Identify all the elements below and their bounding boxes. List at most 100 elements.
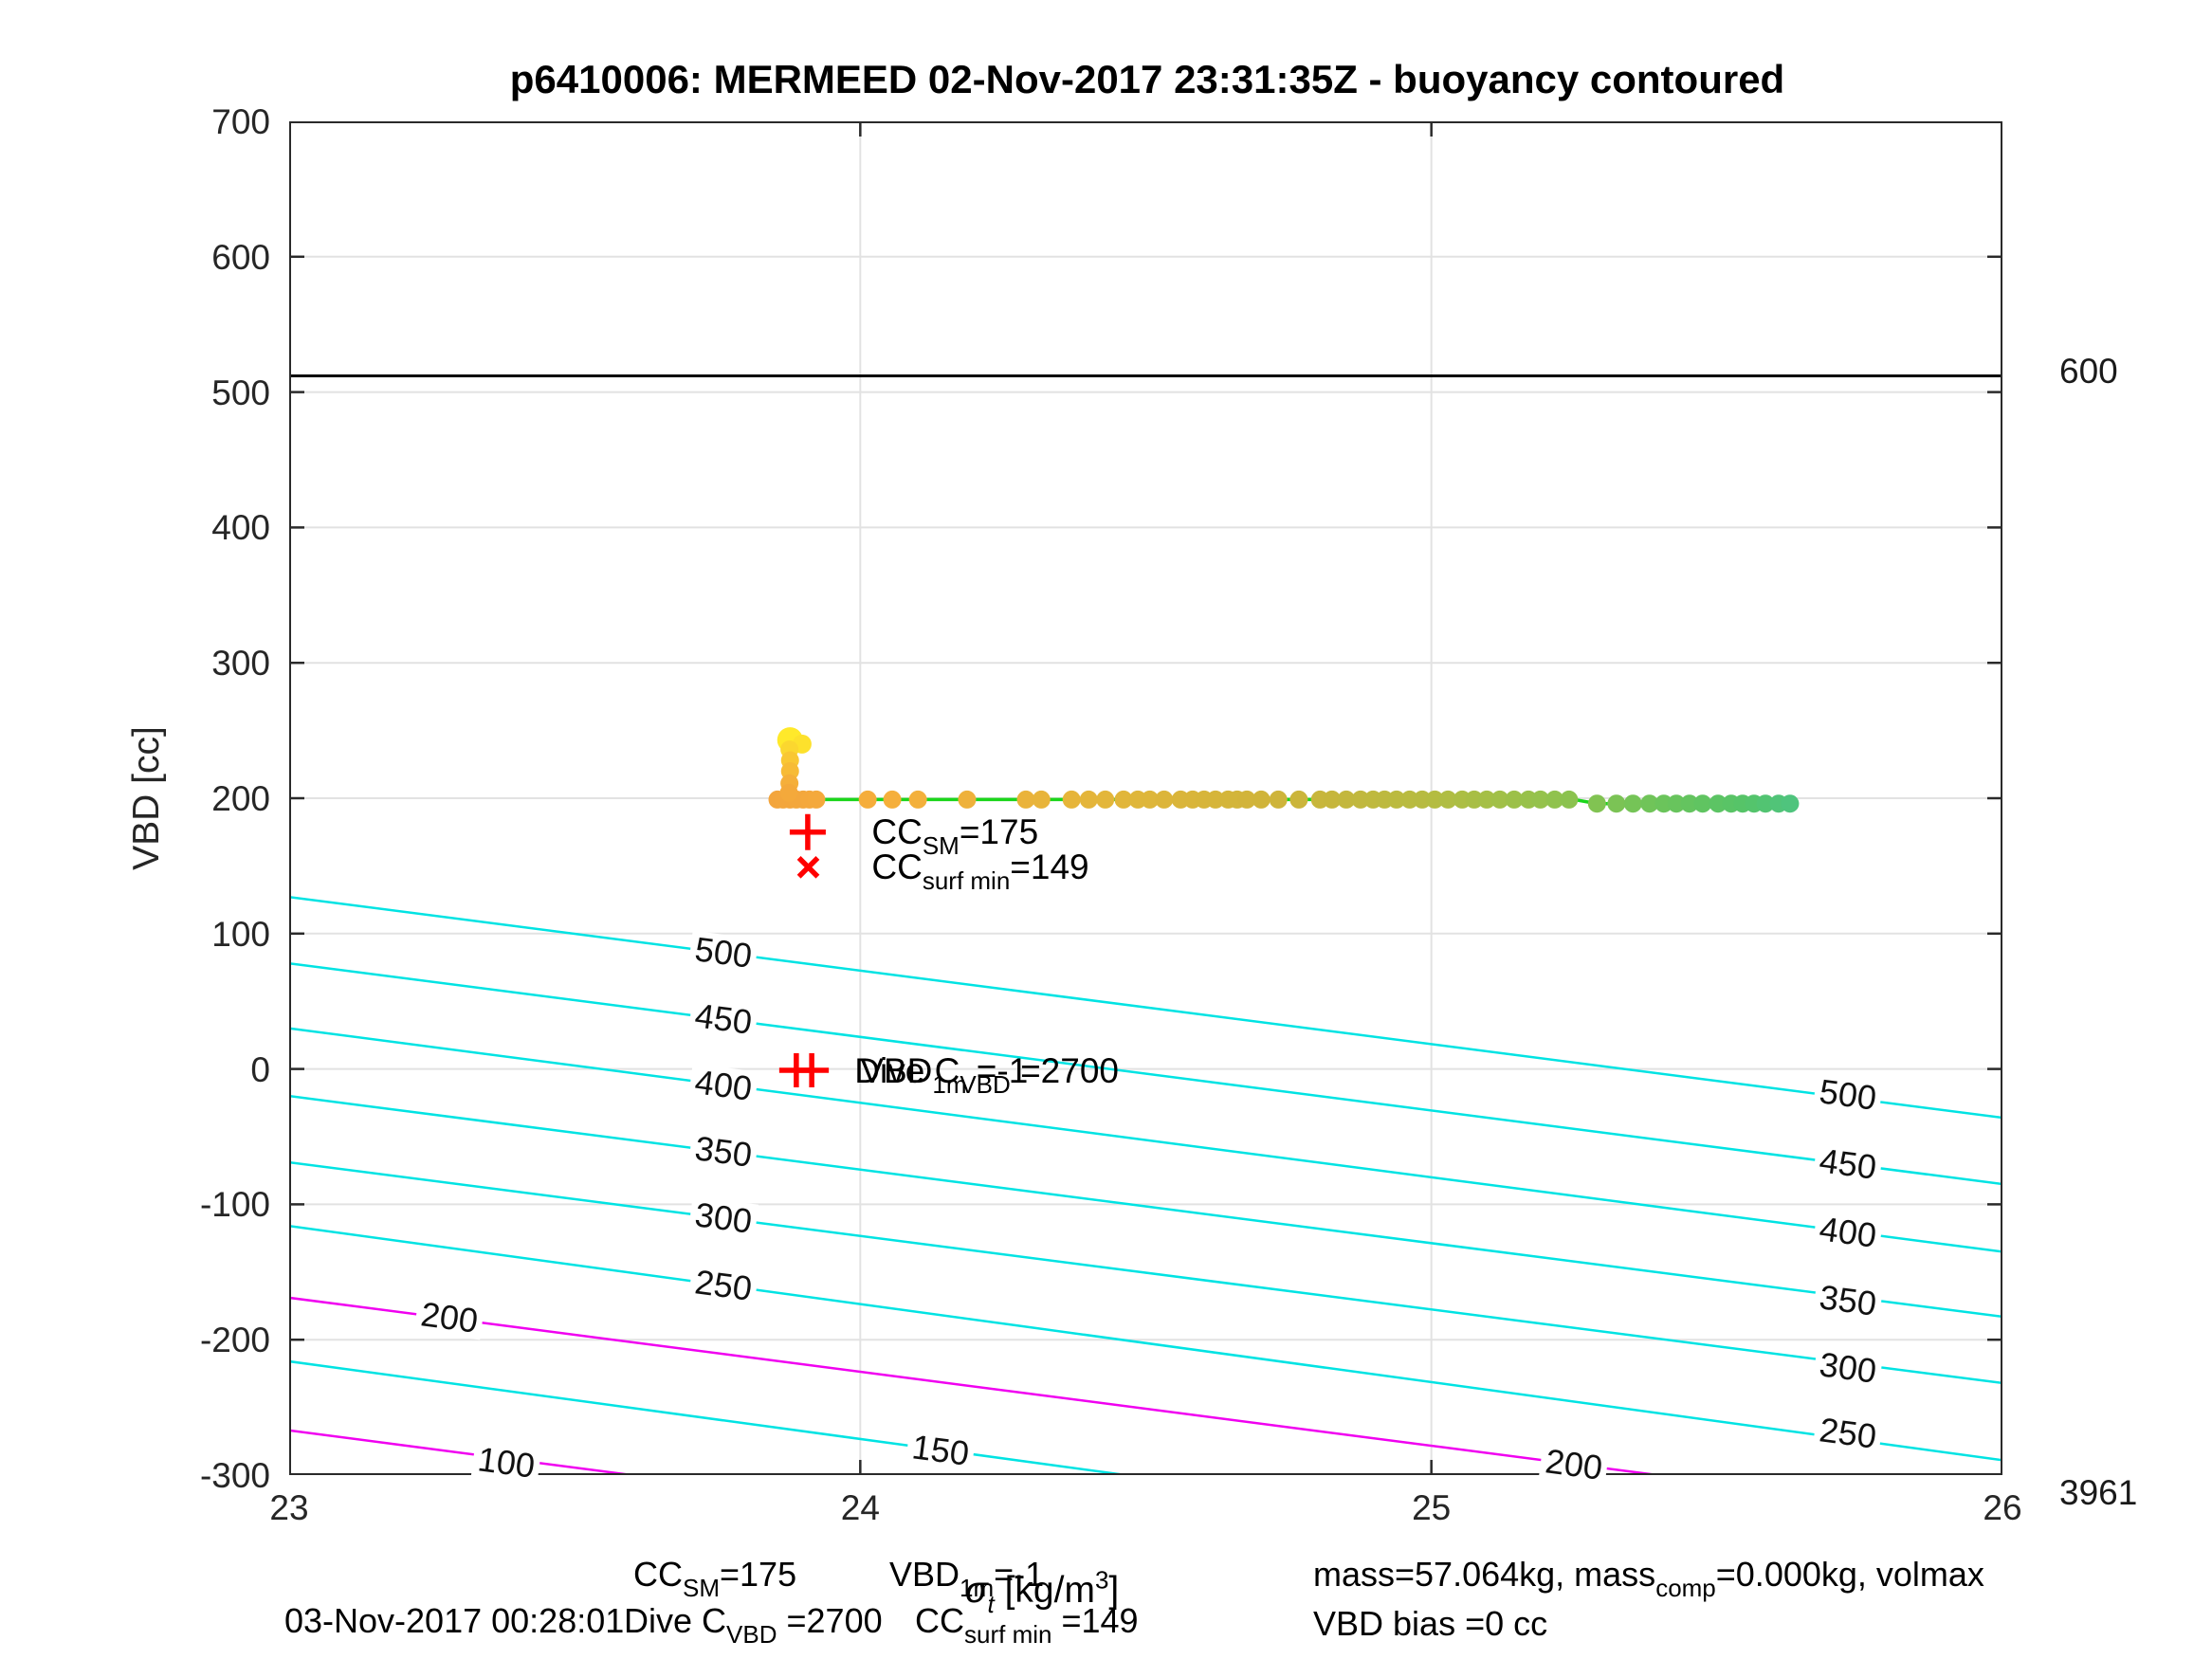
- dive-scatter-point: [1587, 794, 1606, 813]
- footer-text: =149: [1051, 1601, 1139, 1640]
- plus-marker: [795, 1053, 830, 1088]
- dive-scatter-point: [1289, 790, 1308, 809]
- contour-label-450: 450: [687, 995, 759, 1041]
- contour-line-100: [291, 1429, 627, 1473]
- contour-line-300: [291, 1161, 2001, 1384]
- dive-scatter-point: [1114, 790, 1133, 809]
- dive-scatter-point: [1252, 790, 1271, 809]
- y-tick-label: 200: [211, 779, 270, 818]
- annotation-text: CC: [871, 811, 923, 851]
- x-axis-units: ]: [1108, 1570, 1120, 1611]
- contour-label-200: 200: [413, 1295, 484, 1340]
- y-tick-label: -300: [199, 1456, 270, 1495]
- footer-text: mass=57.064kg, mass: [1313, 1555, 1656, 1594]
- footer-text: VBD: [889, 1555, 960, 1594]
- dive-scatter-point: [1623, 794, 1642, 813]
- dive-scatter-point: [1351, 790, 1370, 809]
- dive-scatter-point: [1425, 790, 1444, 809]
- footer-subscript: comp: [1655, 1573, 1716, 1602]
- annotation-cc-surf-min: CCsurf min=149: [871, 847, 1089, 893]
- footer-text: =-1: [994, 1555, 1045, 1594]
- dive-scatter-point: [1337, 790, 1356, 809]
- sigma-symbol: σ: [965, 1570, 988, 1611]
- contour-label-200: 200: [1539, 1441, 1610, 1486]
- x-axis-subscript: t: [987, 1589, 995, 1618]
- contour-line-250: [291, 1225, 2001, 1462]
- contour-line-500: [291, 896, 2001, 1120]
- dive-scatter-point: [1654, 794, 1673, 813]
- annotation-text: =175: [959, 811, 1039, 851]
- dive-scatter-point: [1141, 790, 1160, 809]
- dive-scatter-point: [958, 790, 977, 809]
- chart-title: p6410006: MERMEED 02-Nov-2017 23:31:35Z …: [509, 57, 1785, 101]
- footer-subscript: VBD: [726, 1619, 777, 1649]
- bottom-right-depth-label: 3961: [2059, 1473, 2138, 1512]
- annotation-subscript: 1m: [932, 1070, 967, 1100]
- annotation-text: =149: [1010, 847, 1089, 886]
- footer-text: Dive C: [624, 1601, 727, 1640]
- annotation-subscript: surf min: [922, 866, 1011, 895]
- footer-timestamp: 03-Nov-2017 00:28:01: [284, 1601, 625, 1640]
- dive-scatter-point: [1206, 790, 1225, 809]
- footer-dive-c-vbd: Dive CVBD =2700: [624, 1601, 883, 1647]
- dive-scatter-point: [1465, 790, 1484, 809]
- max-vbd-line-label: 600: [2059, 352, 2118, 391]
- plot-graphics: [291, 123, 2001, 1473]
- dive-scatter-point: [1640, 794, 1659, 813]
- contour-label-300: 300: [687, 1194, 759, 1240]
- dive-scatter-point: [1387, 790, 1406, 809]
- y-tick-label: 400: [211, 508, 270, 548]
- footer-subscript: SM: [683, 1573, 720, 1602]
- footer-subscript: surf min: [964, 1619, 1052, 1649]
- footer-vbd-bias: VBD bias =0 cc: [1313, 1604, 1548, 1643]
- contour-line-400: [291, 1027, 2001, 1253]
- footer-text: CC: [915, 1601, 964, 1640]
- contour-label-400: 400: [687, 1062, 759, 1107]
- dive-scatter-point: [1323, 790, 1342, 809]
- contour-label-250: 250: [1813, 1410, 1884, 1455]
- dive-scatter-point: [807, 790, 826, 809]
- dive-scatter-point: [1237, 790, 1256, 809]
- footer-text: =175: [720, 1555, 797, 1594]
- annotation-text: VBD: [860, 1051, 933, 1091]
- contour-line-150: [291, 1360, 1122, 1473]
- dive-scatter-point: [1545, 790, 1564, 809]
- dive-scatter-point: [1781, 794, 1800, 813]
- footer-mass: mass=57.064kg, masscomp=0.000kg, volmax: [1313, 1555, 1984, 1600]
- dive-scatter-point: [1016, 790, 1035, 809]
- dive-track-line: [788, 739, 1790, 806]
- y-tick-label: 100: [211, 914, 270, 954]
- surface-scatter-point: [779, 783, 798, 802]
- annotation-subscript: SM: [922, 830, 960, 860]
- dive-scatter-point: [1680, 794, 1699, 813]
- dive-scatter-point: [883, 790, 902, 809]
- x-axis-title: σt [kg/m3]: [965, 1568, 1120, 1616]
- dive-scatter-point: [908, 790, 927, 809]
- contour-label-350: 350: [687, 1128, 759, 1174]
- x-axis-superscript: 3: [1094, 1565, 1109, 1595]
- dive-scatter-point: [1413, 790, 1432, 809]
- footer-vbd-1m: VBD1m=-1: [889, 1555, 1045, 1600]
- footer-cc-surf-min: CCsurf min =149: [915, 1601, 1139, 1647]
- dive-scatter-point: [1096, 790, 1115, 809]
- dive-scatter-point: [1438, 790, 1457, 809]
- dive-scatter-point: [1607, 794, 1626, 813]
- footer-subscript: 1m: [960, 1573, 995, 1602]
- annotation-subscript: VBD: [960, 1070, 1011, 1100]
- contour-line-350: [291, 1095, 2001, 1318]
- y-tick-label: 500: [211, 373, 270, 412]
- dive-scatter-point: [1709, 794, 1728, 813]
- contour-line-200: [291, 1296, 1653, 1473]
- x-tick-label: 23: [269, 1488, 309, 1527]
- annotation-cc-sm: CCSM=175: [871, 811, 1039, 858]
- y-tick-label: 0: [250, 1049, 270, 1089]
- contour-label-350: 350: [1813, 1277, 1884, 1323]
- x-axis-units: [kg/m: [994, 1570, 1095, 1611]
- plot-area: [289, 121, 2002, 1475]
- annotation-text: Dive C: [854, 1051, 960, 1091]
- y-tick-label: 600: [211, 237, 270, 277]
- dive-scatter-point: [1490, 790, 1509, 809]
- y-tick-label: -200: [199, 1321, 270, 1360]
- x-tick-label: 24: [840, 1488, 880, 1527]
